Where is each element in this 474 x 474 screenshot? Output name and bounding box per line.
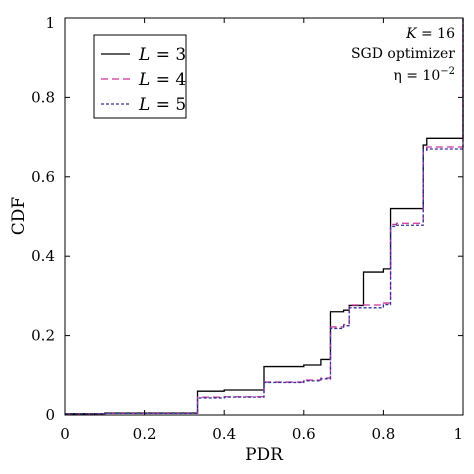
y-axis-title: CDF — [9, 197, 29, 236]
legend-label-2: L = 4 — [138, 70, 186, 90]
y-tick-label: 0.6 — [31, 168, 55, 186]
x-tick-label: 1 — [453, 425, 463, 443]
series-line-3 — [65, 18, 464, 415]
x-tick-label: 0 — [60, 425, 70, 443]
x-tick-label: 0.8 — [371, 425, 395, 443]
legend: L = 3 L = 4 L = 5 — [93, 34, 187, 119]
y-tick-label: 0.2 — [31, 327, 55, 345]
annotation-eta: η = 10−2 — [393, 66, 455, 84]
y-tick-label: 0 — [45, 406, 55, 424]
x-tick-label: 0.6 — [292, 425, 316, 443]
series-layer — [65, 18, 464, 415]
x-tick-label: 0.4 — [212, 425, 236, 443]
y-tick-label: 0.8 — [31, 88, 55, 106]
x-tick-label: 0.2 — [133, 425, 157, 443]
legend-label-1: L = 3 — [138, 45, 186, 65]
y-tick-label: 0.4 — [31, 247, 55, 265]
x-axis-title: PDR — [245, 445, 284, 465]
plot-frame — [64, 17, 464, 416]
annotation-optimizer: SGD optimizer — [351, 46, 455, 62]
legend-box — [93, 34, 187, 119]
legend-label-3: L = 5 — [138, 95, 186, 115]
y-tick-label: 1 — [45, 14, 55, 32]
annotation-block: K = 16 SGD optimizer η = 10−2 — [351, 26, 455, 84]
annotation-k: K = 16 — [405, 26, 455, 42]
